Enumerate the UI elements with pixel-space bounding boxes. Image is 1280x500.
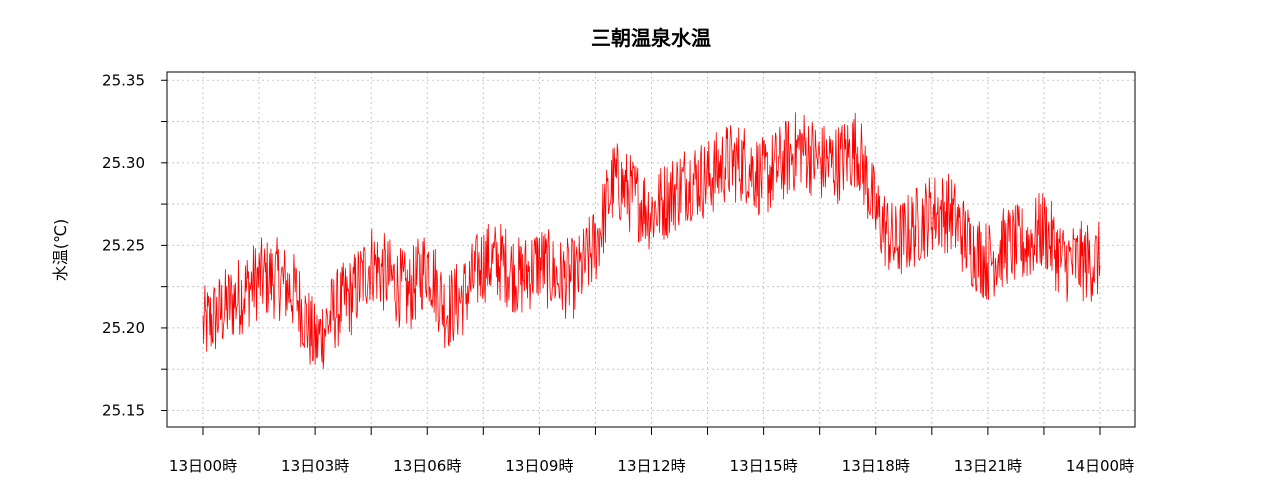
y-tick-label: 25.25 xyxy=(102,236,145,254)
y-tick-label: 25.15 xyxy=(102,401,145,419)
x-tick-label: 13日00時 xyxy=(169,457,237,475)
y-tick-label: 25.20 xyxy=(102,319,145,337)
series-line xyxy=(202,112,1101,369)
x-tick-label: 13日12時 xyxy=(617,457,685,475)
y-axis: 25.15 25.20 25.25 25.30 25.35 xyxy=(102,71,167,419)
series-group xyxy=(202,112,1101,369)
x-tick-label: 13日21時 xyxy=(954,457,1022,475)
x-tick-label: 13日03時 xyxy=(281,457,349,475)
y-tick-label: 25.35 xyxy=(102,71,145,89)
y-tick-label: 25.30 xyxy=(102,154,145,172)
x-tick-label: 13日06時 xyxy=(393,457,461,475)
chart-title: 三朝温泉水温 xyxy=(591,26,711,50)
x-tick-label: 13日15時 xyxy=(730,457,798,475)
x-tick-label: 13日18時 xyxy=(842,457,910,475)
grid xyxy=(167,72,1135,427)
x-axis: 13日00時 13日03時 13日06時 13日09時 13日12時 13日15時 13日1… xyxy=(169,427,1134,475)
y-axis-label: 水温(℃) xyxy=(51,219,70,281)
x-tick-label: 14日00時 xyxy=(1066,457,1134,475)
x-tick-label: 13日09時 xyxy=(505,457,573,475)
